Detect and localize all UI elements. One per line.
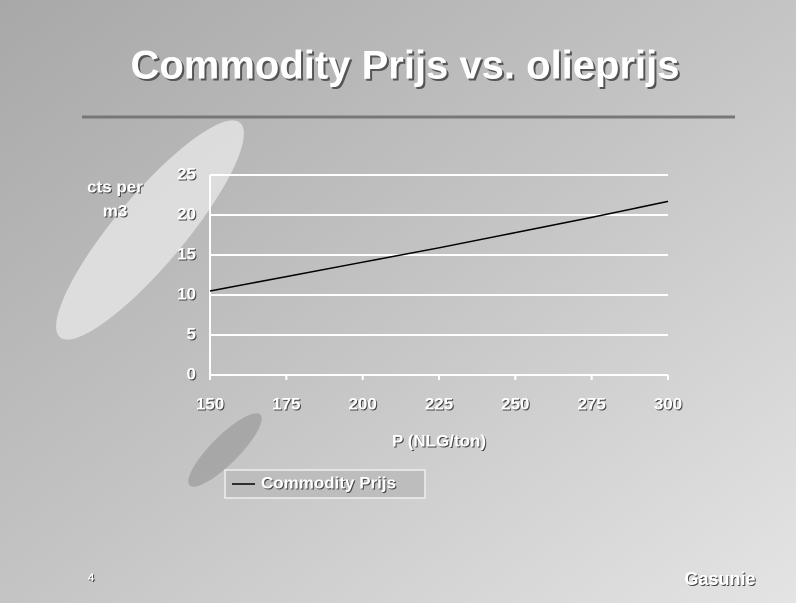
y-tick-label: 25 [177,164,196,183]
decor-swoosh [56,120,244,340]
x-tick-label: 250 [501,394,529,413]
decor-swoosh [188,413,262,487]
x-tick-label: 200 [348,394,376,413]
chart-title: Commodity Prijs vs. olieprijs [130,44,679,88]
page-number: 4 [88,572,95,584]
legend-label: Commodity Prijs [261,473,396,492]
y-axis-label: m3 [103,201,128,220]
y-tick-label: 10 [177,284,196,303]
y-tick-label: 20 [177,204,196,223]
y-tick-label: 0 [187,364,196,383]
y-axis-label: cts per [87,177,143,196]
x-tick-label: 150 [196,394,224,413]
x-axis-label: P (NLG/ton) [392,431,486,450]
legend-box [224,469,426,499]
x-tick-label: 275 [577,394,605,413]
x-tick-label: 225 [425,394,453,413]
logo: Gasunie [684,569,755,589]
x-tick-label: 300 [654,394,682,413]
y-tick-label: 5 [187,324,196,343]
data-line [209,200,669,292]
x-tick-label: 175 [272,394,300,413]
y-tick-label: 15 [177,244,196,263]
